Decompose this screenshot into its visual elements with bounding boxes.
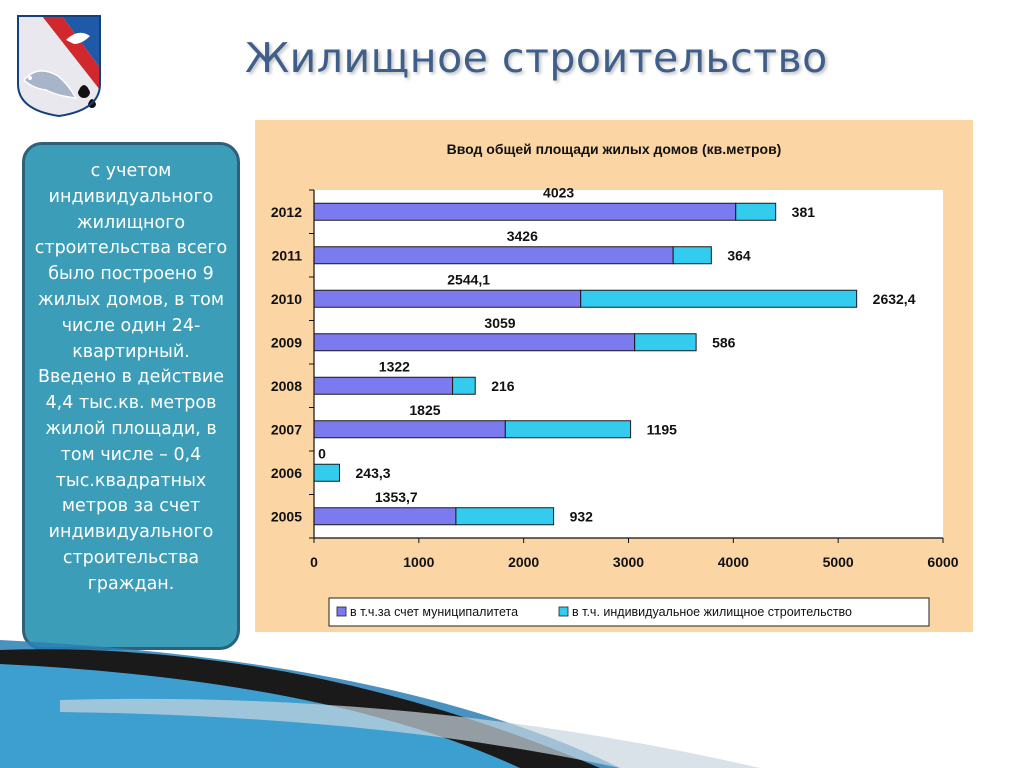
x-tick-label-5000: 5000 [823,554,854,570]
bar-individual-2007 [504,420,632,439]
legend-label-individual: в т.ч. индивидуальное жилищное строитель… [572,605,852,619]
info-text: с учетом индивидуального жилищного строи… [34,161,228,594]
x-tick-label-2000: 2000 [508,554,539,570]
y-tick-label-2009: 2009 [271,334,302,350]
bar-chart: Ввод общей площади жилых домов (кв.метро… [271,141,959,627]
x-tick-label-4000: 4000 [718,554,749,570]
bar-individual-2012 [735,202,777,221]
data-label-individual-2005: 932 [570,508,594,524]
city-coat-of-arms-icon [17,15,101,118]
data-label-individual-2007: 1195 [647,421,678,437]
legend-swatch-municipal [336,606,347,617]
data-label-municipal-2009: 3059 [484,315,515,331]
bar-individual-2010 [580,289,858,308]
data-label-municipal-2007: 1825 [409,402,440,418]
y-tick-label-2008: 2008 [271,378,302,394]
y-tick-label-2012: 2012 [271,204,302,220]
data-label-individual-2011: 364 [727,247,751,263]
x-tick-label-0: 0 [310,554,318,570]
chart-legend: в т.ч.за счет муниципалитета в т.ч. инди… [328,597,930,627]
data-label-individual-2009: 586 [712,334,736,350]
data-label-municipal-2008: 1322 [379,358,410,374]
x-tick-label-3000: 3000 [613,554,644,570]
bar-individual-2009 [634,333,697,352]
chart-panel: Ввод общей площади жилых домов (кв.метро… [255,120,973,632]
data-label-individual-2012: 381 [792,204,816,220]
data-label-individual-2008: 216 [491,378,515,394]
data-label-municipal-2010: 2544,1 [447,271,490,287]
data-label-municipal-2012: 4023 [543,184,574,200]
x-tick-label-6000: 6000 [927,554,958,570]
data-label-individual-2010: 2632,4 [873,291,916,307]
chart-title: Ввод общей площади жилых домов (кв.метро… [447,141,782,157]
y-tick-label-2005: 2005 [271,508,302,524]
data-label-individual-2006: 243,3 [356,465,391,481]
x-tick-label-1000: 1000 [403,554,434,570]
y-tick-label-2006: 2006 [271,465,302,481]
bar-individual-2011 [672,246,712,265]
legend-label-municipal: в т.ч.за счет муниципалитета [350,605,518,619]
data-label-municipal-2005: 1353,7 [375,489,418,505]
legend-swatch-individual [558,606,569,617]
y-tick-label-2010: 2010 [271,291,302,307]
data-label-municipal-2006: 0 [318,445,326,461]
data-label-municipal-2011: 3426 [507,228,538,244]
bar-individual-2008 [452,376,476,395]
y-tick-label-2007: 2007 [271,421,302,437]
slide-title: Жилищное строительство [245,34,828,82]
info-box: с учетом индивидуального жилищного строи… [22,142,240,650]
y-tick-label-2011: 2011 [272,247,303,263]
bar-individual-2005 [455,507,555,526]
